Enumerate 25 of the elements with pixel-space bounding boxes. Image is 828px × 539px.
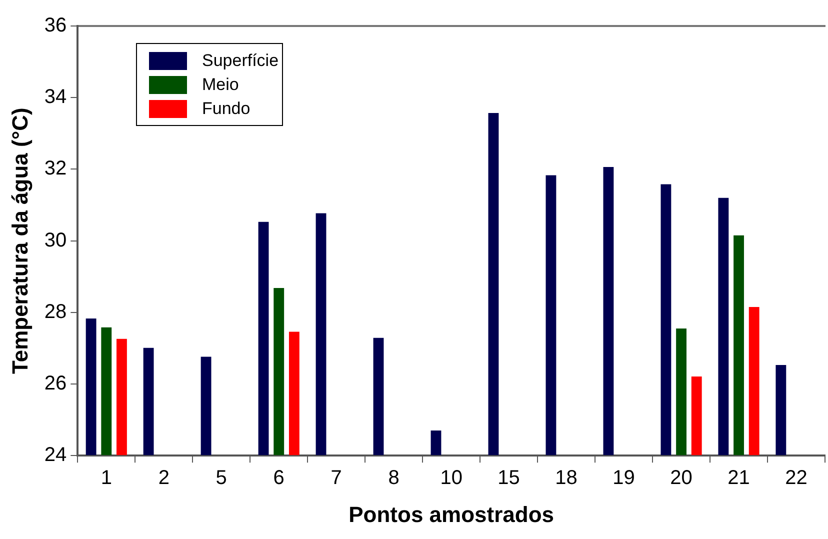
- x-tick-label: 15: [498, 467, 520, 490]
- y-tick-label: 26: [44, 372, 67, 395]
- x-tick-label: 5: [216, 467, 227, 490]
- x-tick-label: 18: [555, 467, 578, 490]
- y-tick-label: 24: [44, 444, 67, 466]
- x-tick-label: 8: [388, 467, 400, 490]
- x-tick-label: 19: [612, 467, 635, 490]
- y-tick-label: 28: [44, 300, 67, 323]
- x-tick-label: 22: [785, 467, 808, 490]
- y-tick-label: 34: [44, 86, 67, 108]
- legend-label: Fundo: [202, 99, 250, 119]
- y-tick-label: 30: [44, 229, 67, 252]
- x-tick-label: 1: [100, 467, 112, 490]
- legend-label: Meio: [202, 75, 239, 95]
- x-axis-title: Pontos amostrados: [348, 502, 554, 527]
- x-tick-label: 2: [158, 467, 170, 490]
- y-tick-label: 36: [44, 14, 67, 37]
- x-tick-label: 6: [273, 467, 284, 490]
- y-tick-label: 32: [44, 158, 67, 180]
- x-tick-label: 10: [440, 467, 462, 490]
- x-tick-label: 7: [330, 467, 342, 490]
- x-tick-label: 20: [670, 467, 692, 490]
- x-tick-label: 21: [728, 467, 750, 490]
- y-axis-title: Temperatura da água (°C): [7, 108, 32, 374]
- legend-label: Superfície: [202, 51, 279, 71]
